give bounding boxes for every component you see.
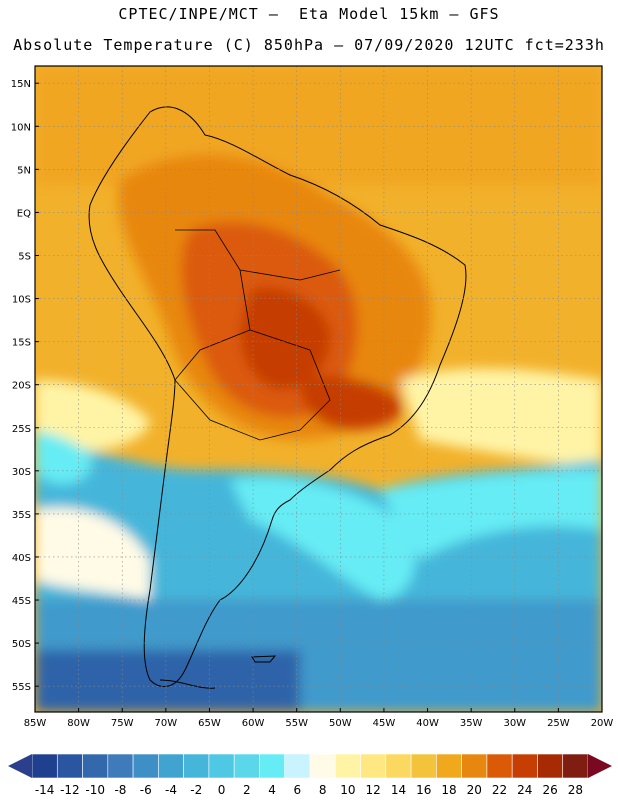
lat-label: 45S [12, 596, 31, 607]
colorbar-label: -2 [190, 783, 202, 797]
lon-label: 60W [242, 718, 265, 729]
colorbar-label: -12 [60, 783, 80, 797]
lat-label: 10S [12, 295, 31, 306]
lat-label: 10N [11, 122, 31, 133]
coastline [88, 106, 467, 688]
lon-label: 30W [503, 718, 526, 729]
lat-label: 30S [12, 467, 31, 478]
colorbar-swatch [82, 753, 109, 779]
lon-label: 45W [373, 718, 396, 729]
colorbar-label: -14 [35, 783, 55, 797]
lat-label: 25S [12, 424, 31, 435]
lat-label: 35S [12, 510, 31, 521]
latitude-labels: 15N 10N 5N EQ 5S 10S 15S 20S 25S 30S 35S 40S 45S 50S 5… [11, 79, 39, 693]
colorbar-label: 12 [366, 783, 381, 797]
colorbar-label: -8 [114, 783, 126, 797]
lon-label: 40W [416, 718, 439, 729]
colorbar-label: -6 [140, 783, 152, 797]
lat-label: 40S [12, 553, 31, 564]
colorbar-label: -4 [165, 783, 177, 797]
lon-label: 25W [547, 718, 570, 729]
colorbar-label: -10 [85, 783, 105, 797]
lat-label: 5S [18, 251, 31, 262]
colorbar-swatch [132, 753, 159, 779]
colorbar-swatch [537, 753, 564, 779]
temperature-field [35, 66, 602, 712]
colorbar-label: 24 [517, 783, 532, 797]
colorbar-swatch [334, 753, 361, 779]
colorbar-label: 16 [416, 783, 431, 797]
lat-label: 55S [12, 682, 31, 693]
falkland-islands [251, 655, 277, 663]
title-line-1: CPTEC/INPE/MCT – Eta Model 15km – GFS [118, 5, 500, 23]
field-pacific-pale [35, 380, 150, 453]
field-atlantic-cyan [380, 470, 602, 560]
colorbar-swatch [436, 753, 462, 779]
field-argentina-cyan [230, 477, 415, 600]
lon-label: 20W [591, 718, 614, 729]
colorbar-swatch [259, 753, 286, 779]
field-patagonia-pale [35, 507, 150, 600]
colorbar-swatch [511, 753, 538, 779]
lon-label: 50W [329, 718, 352, 729]
colorbar-label: 4 [268, 783, 276, 797]
lon-label: 35W [460, 718, 483, 729]
longitude-labels: 85W 80W 75W 70W 65W 60W 55W 50W 45W 40W 35W 30W 25W 2… [24, 708, 614, 729]
colorbar-arrow-low [8, 754, 32, 778]
map-gridlines [34, 66, 603, 712]
colorbar-swatch [56, 753, 83, 779]
colorbar-swatch [284, 753, 311, 779]
map-frame [34, 65, 603, 713]
colorbar-label: 8 [319, 783, 327, 797]
colorbar: -14 -12 -10 -8 -6 -4 -2 0 2 4 6 8 10 12 14 16 18 20 22 24 26… [8, 753, 612, 797]
colorbar-label: 26 [542, 783, 557, 797]
colorbar-label: 0 [218, 783, 226, 797]
colorbar-swatch [562, 753, 589, 779]
title-line-2: Absolute Temperature (C) 850hPa – 07/09/… [13, 36, 605, 54]
field-core-hottest [240, 287, 331, 390]
lat-label: 50S [12, 639, 31, 650]
colorbar-label: 2 [243, 783, 251, 797]
colorbar-swatch [183, 753, 210, 779]
colorbar-label: 28 [568, 783, 583, 797]
lon-label: 75W [111, 718, 134, 729]
colorbar-swatches [31, 753, 589, 779]
colorbar-swatch [158, 753, 184, 779]
lon-label: 80W [67, 718, 90, 729]
colorbar-swatch [309, 753, 336, 779]
lat-label: EQ [17, 208, 31, 219]
colorbar-swatch [107, 753, 134, 779]
tierra-del-fuego [159, 679, 216, 689]
colorbar-swatch [208, 753, 235, 779]
colorbar-label: 20 [467, 783, 482, 797]
lat-label: 15S [12, 338, 31, 349]
colorbar-swatch [410, 753, 437, 779]
lat-label: 15N [11, 79, 31, 90]
colorbar-swatch [461, 753, 488, 779]
lon-label: 55W [285, 718, 308, 729]
colorbar-swatch [385, 753, 412, 779]
colorbar-label: 10 [340, 783, 355, 797]
colorbar-arrow-high [588, 754, 612, 778]
colorbar-labels: -14 -12 -10 -8 -6 -4 -2 0 2 4 6 8 10 12 14 16 18 20 22 24 26… [35, 783, 583, 797]
lat-label: 20S [12, 381, 31, 392]
lon-label: 65W [198, 718, 221, 729]
temperature-map: 15N 10N 5N EQ 5S 10S 15S 20S 25S 30S 35S 40S 45S 50S 5… [11, 65, 614, 729]
country-borders [174, 229, 341, 441]
lat-label: 5N [17, 165, 31, 176]
lon-label: 85W [24, 718, 47, 729]
colorbar-swatch [233, 753, 260, 779]
colorbar-swatch [31, 753, 58, 779]
field-atlantic-pale [400, 368, 602, 470]
colorbar-swatch [360, 753, 387, 779]
colorbar-label: 14 [391, 783, 406, 797]
colorbar-label: 18 [441, 783, 456, 797]
colorbar-label: 6 [294, 783, 302, 797]
colorbar-label: 22 [492, 783, 507, 797]
lon-label: 70W [155, 718, 178, 729]
colorbar-swatch [486, 753, 513, 779]
